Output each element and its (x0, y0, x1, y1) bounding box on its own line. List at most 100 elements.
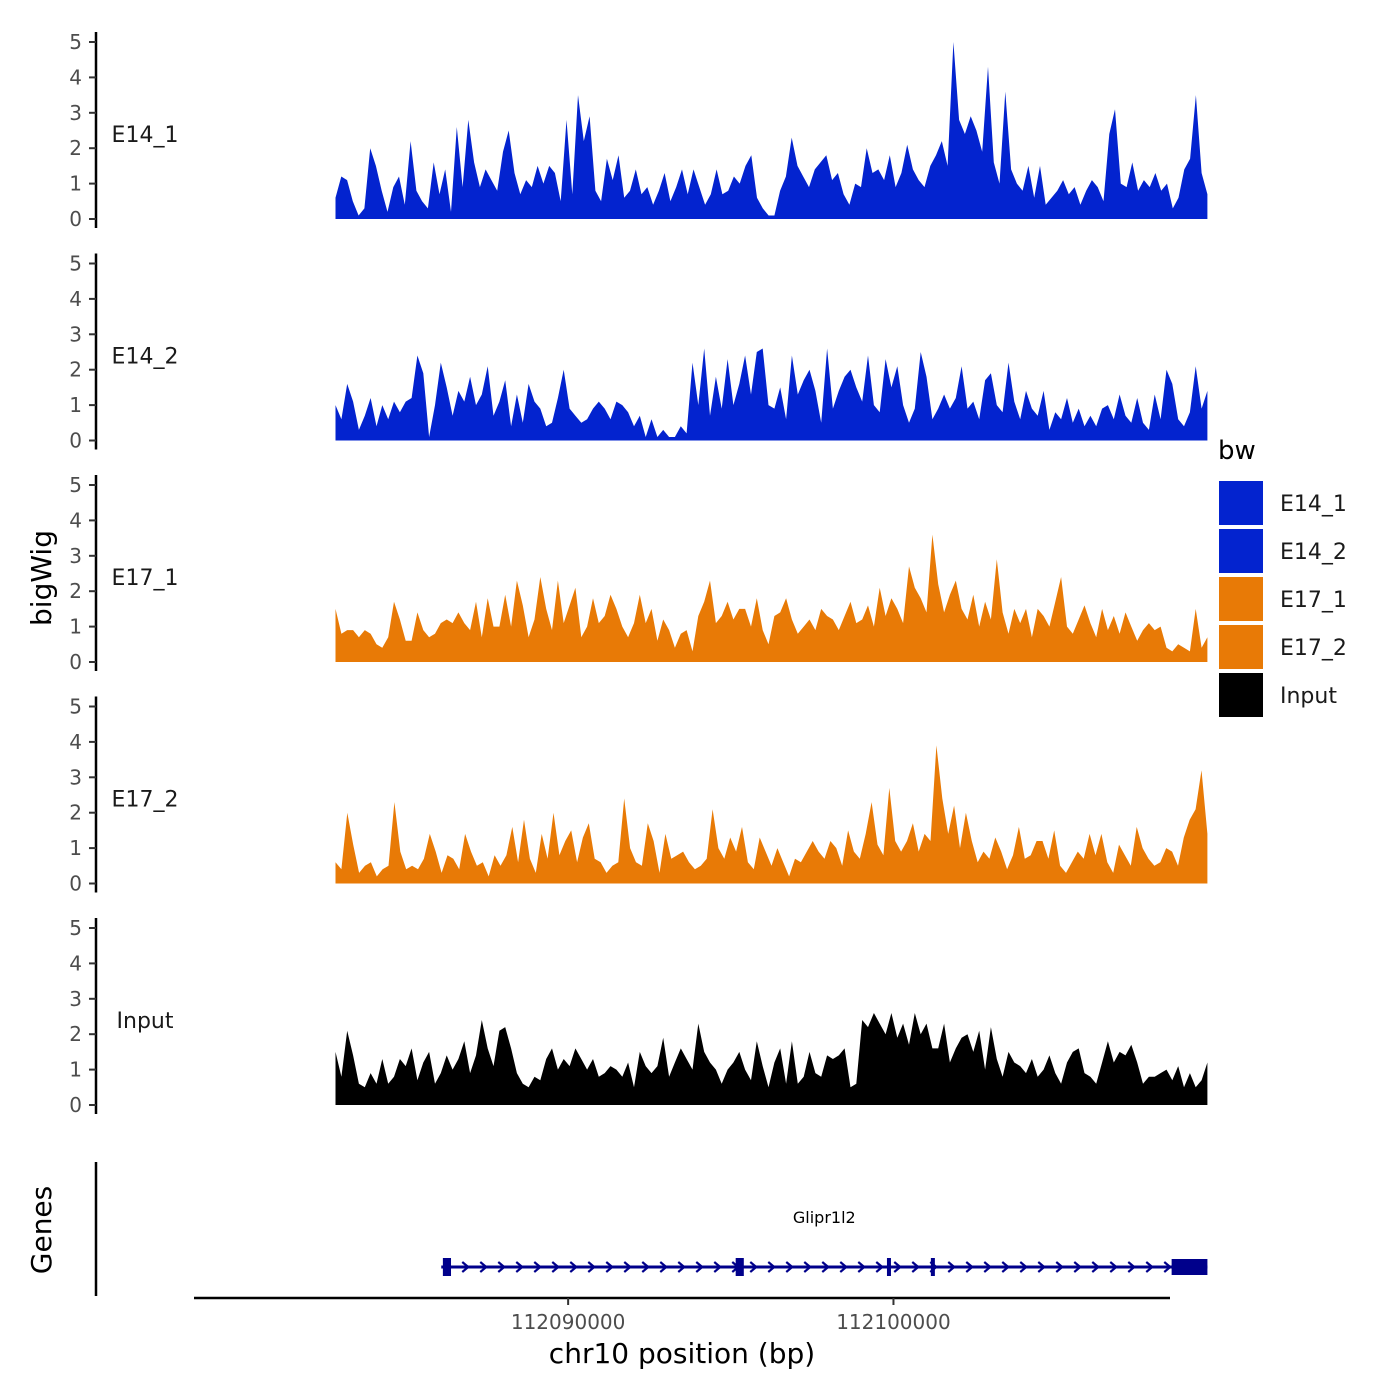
y-tick-label: 5 (69, 252, 82, 276)
strand-arrow (1073, 1261, 1082, 1273)
gene-exon (886, 1258, 891, 1276)
track-e17-2: 0 1 2 3 4 5 E17_2 (69, 695, 1208, 896)
genes-axis-title: Genes (25, 1186, 58, 1274)
strand-arrow (605, 1261, 614, 1273)
y-tick-label: 4 (69, 65, 82, 89)
y-tick-label: 2 (69, 1022, 82, 1046)
strand-arrow (587, 1261, 596, 1273)
strand-arrow (785, 1261, 794, 1273)
coverage-area (335, 745, 1208, 884)
strand-arrow (479, 1261, 488, 1273)
track-label: E14_2 (112, 345, 179, 370)
legend-label: E14_2 (1280, 540, 1347, 565)
strand-arrow (1109, 1261, 1118, 1273)
track-e14-2: 0 1 2 3 4 5 E14_2 (69, 252, 1208, 453)
legend-swatch (1217, 623, 1265, 671)
y-tick-label: 1 (69, 393, 82, 417)
y-tick-label: 1 (69, 836, 82, 860)
strand-arrow (1055, 1261, 1064, 1273)
strand-arrow (1091, 1261, 1100, 1273)
strand-arrow (1019, 1261, 1028, 1273)
y-tick-label: 3 (69, 544, 82, 568)
y-tick-label: 5 (69, 695, 82, 719)
strand-arrow (875, 1261, 884, 1273)
legend-swatch (1217, 575, 1265, 623)
y-tick-label: 2 (69, 579, 82, 603)
track-label: E17_1 (112, 566, 179, 591)
strand-arrow (623, 1261, 632, 1273)
y-tick-label: 2 (69, 136, 82, 160)
gene-exon (442, 1258, 452, 1276)
gene-exon (930, 1258, 935, 1276)
legend-label: E17_2 (1280, 636, 1347, 661)
track-label: E14_1 (112, 123, 179, 148)
strand-arrow (461, 1261, 470, 1273)
track-label: Input (117, 1009, 174, 1034)
coverage-area (335, 534, 1208, 662)
track-e17-1: 0 1 2 3 4 5 E17_1 (69, 473, 1208, 674)
strand-arrow (695, 1261, 704, 1273)
legend: bw E14_1 E14_2 E17_1 E17_2 Input (1217, 436, 1347, 719)
y-axis-title: bigWig (25, 530, 58, 626)
gene-model (441, 1258, 1208, 1276)
x-ticks: 112090000 112100000 (511, 1298, 951, 1334)
strand-arrow (965, 1261, 974, 1273)
strand-arrow (515, 1261, 524, 1273)
strand-arrow (533, 1261, 542, 1273)
y-tick-label: 0 (69, 1093, 82, 1117)
strand-arrow (767, 1261, 776, 1273)
strand-arrow (983, 1261, 992, 1273)
legend-title: bw (1218, 436, 1256, 466)
strand-arrow (803, 1261, 812, 1273)
strand-arrow (839, 1261, 848, 1273)
y-tick-label: 0 (69, 429, 82, 453)
gene-label: Glipr1l2 (793, 1208, 856, 1227)
x-tick-label: 112090000 (511, 1310, 626, 1334)
strand-arrow (911, 1261, 920, 1273)
y-tick-label: 2 (69, 801, 82, 825)
gene-exon (1171, 1259, 1208, 1275)
x-axis: 112090000 112100000 chr10 position (bp) (194, 1296, 1170, 1370)
gene-exon (735, 1258, 744, 1276)
coverage-area (335, 42, 1208, 219)
strand-arrow (497, 1261, 506, 1273)
strand-arrow (551, 1261, 560, 1273)
track-label: E17_2 (112, 788, 179, 813)
legend-swatch (1217, 527, 1265, 575)
y-tick-label: 1 (69, 1058, 82, 1082)
y-tick-label: 3 (69, 765, 82, 789)
strand-arrow (677, 1261, 686, 1273)
strand-arrow (1037, 1261, 1046, 1273)
x-tick-label: 112100000 (836, 1310, 951, 1334)
legend-label: Input (1280, 684, 1337, 709)
legend-entries: E14_1 E14_2 E17_1 E17_2 Input (1217, 479, 1347, 719)
legend-label: E17_1 (1280, 588, 1347, 613)
strand-arrow (1163, 1261, 1172, 1273)
y-tick-label: 0 (69, 872, 82, 896)
strand-arrow (857, 1261, 866, 1273)
y-tick-label: 1 (69, 172, 82, 196)
track-e14-1: 0 1 2 3 4 5 E14_1 (69, 30, 1208, 231)
y-tick-label: 0 (69, 650, 82, 674)
y-tick-label: 5 (69, 30, 82, 54)
strand-arrow (821, 1261, 830, 1273)
strand-arrow (713, 1261, 722, 1273)
y-tick-label: 5 (69, 473, 82, 497)
strand-arrow (1145, 1261, 1154, 1273)
y-tick-label: 0 (69, 207, 82, 231)
y-tick-label: 2 (69, 358, 82, 382)
y-tick-label: 3 (69, 101, 82, 125)
strand-arrow (947, 1261, 956, 1273)
coverage-area (335, 1013, 1208, 1105)
y-tick-label: 5 (69, 916, 82, 940)
y-tick-label: 3 (69, 987, 82, 1011)
coverage-area (335, 348, 1208, 441)
y-tick-label: 4 (69, 951, 82, 975)
y-tick-label: 4 (69, 730, 82, 754)
legend-label: E14_1 (1280, 492, 1347, 517)
strand-arrow (1127, 1261, 1136, 1273)
y-tick-label: 4 (69, 287, 82, 311)
y-tick-label: 4 (69, 508, 82, 532)
